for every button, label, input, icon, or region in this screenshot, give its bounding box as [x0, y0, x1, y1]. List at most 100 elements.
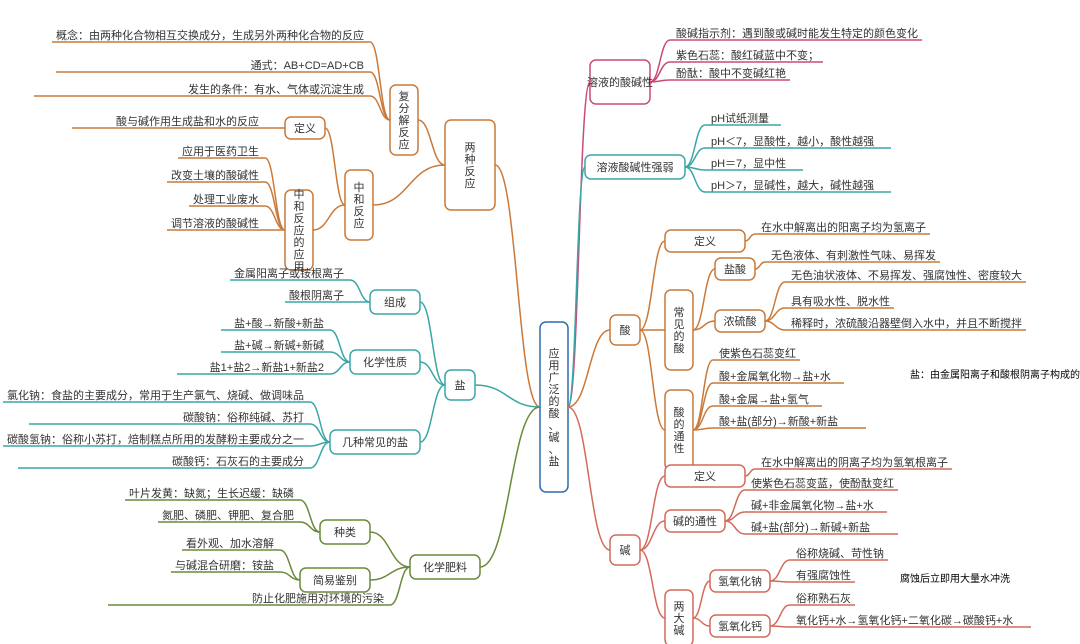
svg-text:中: 中 — [294, 188, 305, 201]
svg-text:金属阳离子或铵根离子: 金属阳离子或铵根离子 — [234, 266, 344, 280]
svg-text:发生的条件：有水、气体或沉淀生成: 发生的条件：有水、气体或沉淀生成 — [188, 82, 364, 96]
svg-text:稀释时，浓硫酸沿器壁倒入水中，并且不断搅拌: 稀释时，浓硫酸沿器壁倒入水中，并且不断搅拌 — [791, 316, 1022, 330]
svg-text:使紫色石蕊变红: 使紫色石蕊变红 — [719, 346, 796, 360]
node-l2a: 种类 — [320, 520, 370, 544]
svg-text:在水中解离出的阳离子均为氢离子: 在水中解离出的阳离子均为氢离子 — [761, 220, 926, 234]
node-l1c: 几种常见的盐 — [330, 430, 420, 454]
svg-text:复: 复 — [399, 89, 410, 103]
leaf: 氮肥、磷肥、钾肥、复合肥 — [158, 508, 300, 522]
svg-text:叶片发黄：缺氮；生长迟缓：缺磷: 叶片发黄：缺氮；生长迟缓：缺磷 — [129, 486, 294, 500]
svg-text:碳酸钙：石灰石的主要成分: 碳酸钙：石灰石的主要成分 — [172, 454, 304, 468]
svg-text:酸根阴离子: 酸根阴离子 — [289, 288, 344, 302]
svg-text:盐1+盐2→新盐1+新盐2: 盐1+盐2→新盐1+新盐2 — [210, 360, 324, 374]
svg-text:盐：由金属阳离子和酸根阴离子构成的化合物: 盐：由金属阳离子和酸根阴离子构成的化合物 — [910, 368, 1080, 381]
leaf: 发生的条件：有水、气体或沉淀生成 — [34, 82, 370, 96]
svg-text:氢氧化钠: 氢氧化钠 — [718, 574, 762, 588]
svg-text:反: 反 — [465, 165, 476, 178]
node-l0b: 中和反应 — [345, 170, 373, 240]
svg-text:种类: 种类 — [334, 525, 356, 539]
leaf: 叶片发黄：缺氮；生长迟缓：缺磷 — [125, 486, 300, 500]
svg-text:浓硫酸: 浓硫酸 — [724, 314, 757, 328]
svg-text:盐: 盐 — [549, 455, 560, 468]
svg-text:应用于医药卫生: 应用于医药卫生 — [182, 144, 259, 158]
svg-text:碳酸钠：俗称纯碱、苏打: 碳酸钠：俗称纯碱、苏打 — [183, 410, 304, 424]
svg-text:pH＜7，显酸性，越小，酸性越强: pH＜7，显酸性，越小，酸性越强 — [711, 134, 874, 148]
node-b: 定义 — [285, 117, 325, 139]
svg-text:pH＞7，显碱性，越大，碱性越强: pH＞7，显碱性，越大，碱性越强 — [711, 178, 874, 192]
svg-text:通式：AB+CD=AD+CB: 通式：AB+CD=AD+CB — [251, 59, 364, 72]
node-x: 应用广泛的酸、碱、盐 — [540, 322, 568, 492]
svg-text:解: 解 — [399, 113, 410, 127]
svg-text:酸: 酸 — [549, 406, 560, 420]
svg-text:化学性质: 化学性质 — [363, 355, 407, 369]
node-r2b: 常见的酸 — [665, 290, 693, 370]
leaf: 酸+金属→盐+氢气 — [713, 392, 822, 406]
svg-text:的: 的 — [674, 417, 685, 431]
leaf: 在水中解离出的阳离子均为氢离子 — [755, 220, 930, 234]
node-r2b2: 浓硫酸 — [715, 310, 765, 332]
leaf: 碳酸钙：石灰石的主要成分 — [18, 454, 310, 468]
svg-text:定义: 定义 — [694, 234, 716, 248]
svg-text:常: 常 — [674, 306, 685, 319]
node-l1: 盐 — [445, 370, 475, 400]
svg-text:盐+酸→新酸+新盐: 盐+酸→新酸+新盐 — [234, 316, 324, 330]
svg-text:腐蚀后立即用大量水冲洗: 腐蚀后立即用大量水冲洗 — [900, 572, 1010, 585]
svg-text:定义: 定义 — [294, 121, 316, 135]
leaf: 俗称熟石灰 — [790, 591, 855, 605]
svg-text:反: 反 — [294, 212, 305, 225]
leaf: 在水中解离出的阴离子均为氢氧根离子 — [755, 455, 952, 469]
leaf: 无色油状液体、不易挥发、强腐蚀性、密度较大 — [785, 268, 1026, 282]
leaf: 俗称烧碱、苛性钠 — [790, 546, 888, 560]
leaf: 碳酸氢钠：俗称小苏打，焙制糕点所用的发酵粉主要成分之一 — [3, 432, 310, 446]
svg-text:应: 应 — [465, 176, 476, 190]
leaf: 具有吸水性、脱水性 — [785, 294, 894, 308]
leaf: 调节溶液的酸碱性 — [167, 216, 265, 230]
svg-text:的: 的 — [674, 329, 685, 343]
leaf: 有强腐蚀性 — [790, 568, 855, 582]
svg-text:盐: 盐 — [455, 379, 466, 392]
node-l2: 化学肥料 — [410, 555, 480, 579]
svg-text:两: 两 — [674, 601, 685, 613]
svg-text:在水中解离出的阴离子均为氢氧根离子: 在水中解离出的阴离子均为氢氧根离子 — [761, 455, 948, 469]
svg-text:反: 反 — [354, 205, 365, 218]
mindmap-canvas: 应用广泛的酸、碱、盐两种反应复分解反应概念：由两种化合物相互交换成分，生成另外两… — [0, 0, 1080, 644]
node-r2c: 酸的通性 — [665, 390, 693, 470]
svg-text:定义: 定义 — [694, 469, 716, 483]
leaf: 使紫色石蕊变红 — [713, 346, 800, 360]
svg-text:碱的通性: 碱的通性 — [673, 514, 717, 528]
svg-text:化学肥料: 化学肥料 — [423, 560, 467, 574]
leaf: 与碱混合研磨：铵盐 — [171, 558, 280, 572]
svg-text:大: 大 — [674, 611, 685, 625]
leaf: 酸碱指示剂：遇到酸或碱时能发生特定的颜色变化 — [670, 26, 922, 40]
svg-text:、: 、 — [549, 420, 560, 432]
svg-text:盐酸: 盐酸 — [724, 262, 746, 276]
svg-text:有强腐蚀性: 有强腐蚀性 — [796, 568, 851, 582]
svg-text:无色油状液体、不易挥发、强腐蚀性、密度较大: 无色油状液体、不易挥发、强腐蚀性、密度较大 — [791, 268, 1022, 282]
svg-text:盐+碱→新碱+新碱: 盐+碱→新碱+新碱 — [234, 338, 324, 352]
leaf: 应用于医药卫生 — [178, 144, 265, 158]
node-r2: 酸 — [610, 315, 640, 345]
leaf: 碱+非金属氧化物→盐+水 — [745, 498, 887, 512]
svg-text:通: 通 — [674, 430, 685, 443]
svg-text:酸+金属氧化物→盐+水: 酸+金属氧化物→盐+水 — [719, 369, 831, 383]
node-l0a: 复分解反应 — [390, 85, 418, 155]
svg-text:分: 分 — [399, 102, 410, 115]
svg-text:酸: 酸 — [674, 341, 685, 355]
node-x: 中和反应的应用 — [285, 188, 313, 273]
svg-text:俗称熟石灰: 俗称熟石灰 — [796, 591, 851, 605]
svg-text:应: 应 — [549, 346, 560, 360]
node-r3: 碱 — [610, 535, 640, 565]
svg-text:简易鉴别: 简易鉴别 — [313, 573, 357, 587]
leaf: pH＜7，显酸性，越小，酸性越强 — [705, 134, 891, 148]
svg-text:碳酸氢钠：俗称小苏打，焙制糕点所用的发酵粉主要成分之一: 碳酸氢钠：俗称小苏打，焙制糕点所用的发酵粉主要成分之一 — [7, 432, 304, 446]
svg-text:酸+金属→盐+氢气: 酸+金属→盐+氢气 — [719, 392, 809, 406]
svg-text:、: 、 — [549, 444, 560, 456]
svg-text:氯化钠：食盐的主要成分，常用于生产氯气、烧碱、做调味品: 氯化钠：食盐的主要成分，常用于生产氯气、烧碱、做调味品 — [7, 388, 304, 402]
svg-text:碱+非金属氧化物→盐+水: 碱+非金属氧化物→盐+水 — [751, 498, 874, 512]
svg-text:概念：由两种化合物相互交换成分，生成另外两种化合物的反应: 概念：由两种化合物相互交换成分，生成另外两种化合物的反应 — [56, 28, 364, 42]
node-l1b: 化学性质 — [350, 350, 420, 374]
node-r3c1: 氢氧化钠 — [710, 570, 770, 592]
leaf: 防止化肥施用对环境的污染 — [108, 591, 390, 605]
leaf: pH试纸测量 — [705, 112, 781, 125]
svg-text:氢氧化钙: 氢氧化钙 — [718, 619, 762, 633]
